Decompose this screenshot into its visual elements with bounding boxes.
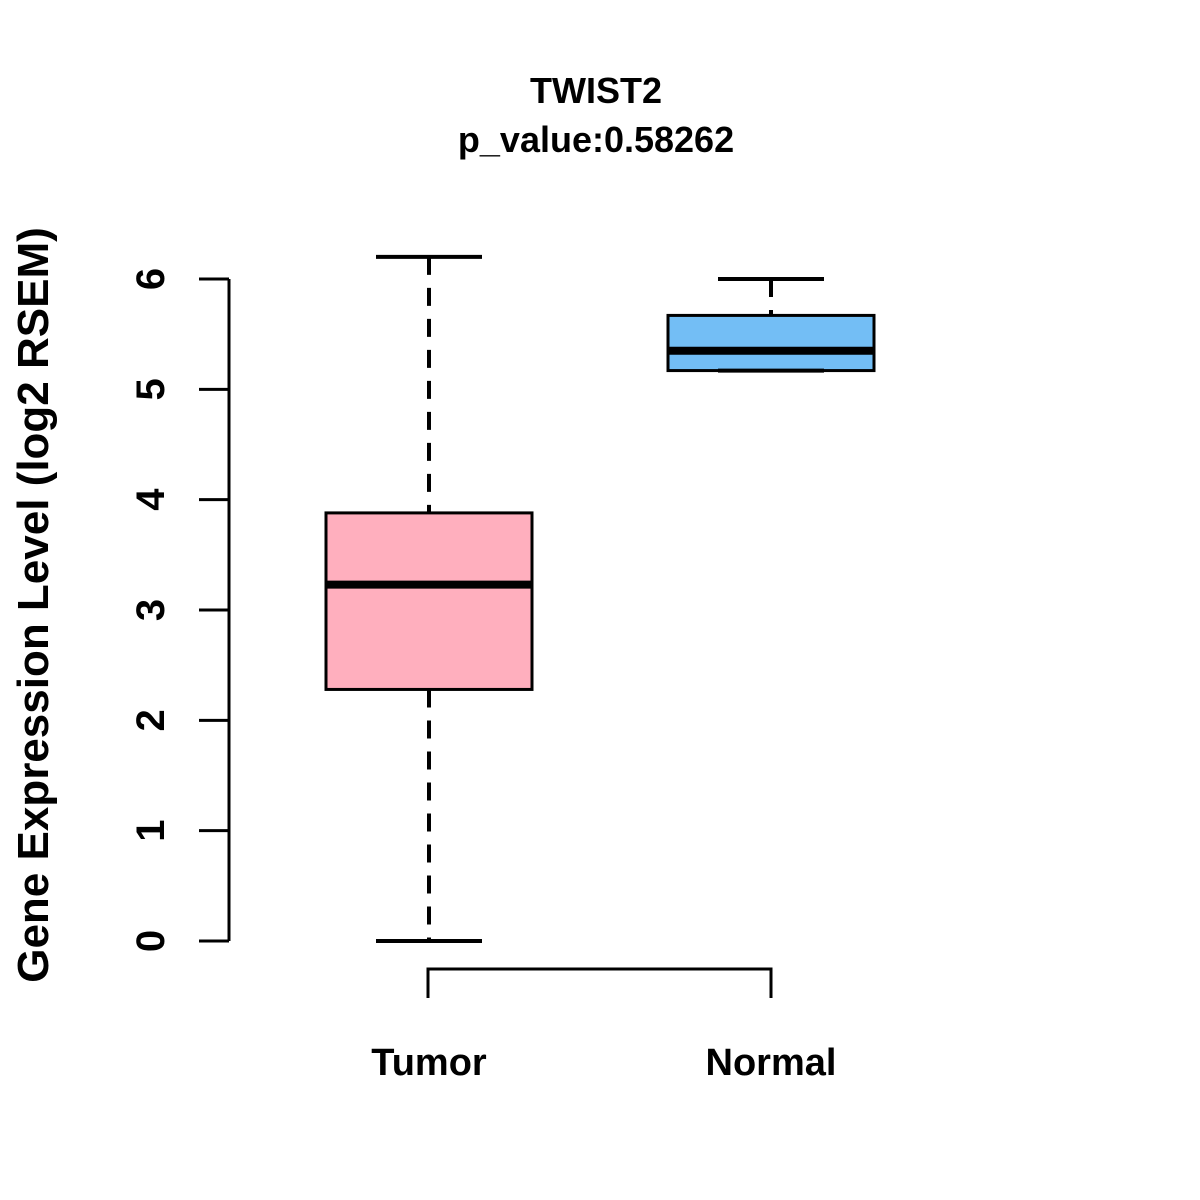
chart-subtitle: p_value:0.58262	[457, 119, 735, 160]
y-tick-label: 1	[129, 820, 173, 842]
y-tick-label: 0	[129, 930, 173, 952]
y-tick-label: 2	[129, 709, 173, 731]
x-axis-bracket	[426, 967, 773, 998]
y-tick-label: 4	[129, 488, 173, 511]
y-tick-label: 6	[129, 268, 173, 290]
y-tick-label: 3	[129, 599, 173, 621]
x-group-label-normal: Normal	[706, 1042, 837, 1084]
x-group-label-tumor: Tumor	[371, 1042, 487, 1084]
chart-title: TWIST2	[530, 70, 662, 111]
y-tick-label: 5	[129, 378, 173, 400]
box-tumor	[324, 511, 534, 691]
chart-title-block: TWIST2 p_value:0.58262	[458, 66, 734, 164]
box-normal	[666, 313, 876, 373]
